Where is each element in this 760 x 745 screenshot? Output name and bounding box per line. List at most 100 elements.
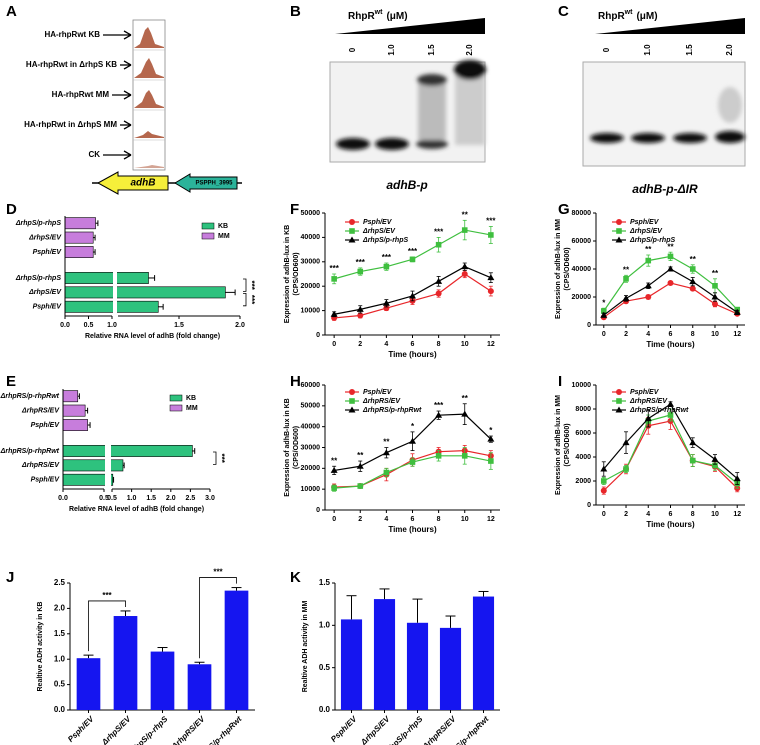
y-tick-label: 40000 [572,266,592,273]
sig-label: ** [690,255,697,264]
sig-label: * [602,298,606,307]
y-tick-label: 50000 [301,210,321,217]
panel-label: E [6,373,16,390]
gel [582,61,746,167]
x-axis-label: Relative RNA level of adhB (fold change) [85,333,220,340]
marker [600,487,607,494]
legend-label: Psph/EV [630,219,660,226]
x-tick-label: 0.5 [99,495,109,502]
axis-break [113,214,117,316]
chip-peaks [134,27,164,168]
lane-label: 1.0 [387,44,396,56]
marker [357,268,364,275]
legend-label: ΔrhpRS/EV [362,398,401,405]
marker [615,406,623,413]
bar [150,651,175,710]
marker [461,410,469,417]
legend-label: ΔrhpS/p-rhpS [629,237,675,244]
legend-label: Psph/EV [363,219,393,226]
bar [224,590,249,710]
marker [600,311,608,318]
panel-label: K [290,569,301,586]
marker [600,478,607,484]
marker [461,271,468,277]
legend-swatch [201,232,215,240]
bar [472,596,495,710]
x-tick-label: ΔrhpRS/EV [169,714,206,745]
marker [689,457,696,464]
protein-label: RhpRwt (μM) [348,9,408,22]
track-arrows [103,30,132,160]
y-tick-label: 6000 [575,430,591,437]
y-tick-label: Psph/EV [33,249,63,256]
y-tick-label: Psph/EV [31,477,61,484]
protein-sup: wt [624,9,633,16]
legend-label: ΔrhpRS/EV [629,398,668,405]
track-dividers [133,49,165,141]
panel-c: C RhpRwt (μM) 0 1.0 1.5 2.0 adhB-p-ΔIR [558,3,746,196]
protein: RhpR [348,11,375,22]
x-tick-label: 10 [711,511,719,518]
marker [435,453,442,459]
panel-label: C [558,3,569,20]
y-axis-label: (CPS/OD600) [564,247,571,290]
protein: RhpR [598,11,625,22]
x-tick-label: ΔrhpS/EV [100,714,133,745]
y-tick-label: 10000 [301,307,321,314]
x-tick-label: 4 [384,516,388,523]
x-tick-label: 10 [711,331,719,338]
marker [409,437,416,444]
sig-label: *** [247,281,256,291]
x-tick-label: 8 [437,341,441,348]
y-tick-label: 0.5 [319,663,331,672]
marker [487,288,494,295]
sig-label: ** [667,242,674,251]
lane-label: 0 [602,47,611,52]
marker [348,236,356,243]
wedge [595,18,745,34]
y-tick-label: 80000 [572,210,592,217]
sig-label: ** [383,438,390,447]
marker [667,412,674,418]
panel-a: A HA-rhpRwt KB HA-rhpRwt in ΔrhpS KB HA-… [6,3,242,195]
marker [349,398,355,404]
track-label: HA-rhpRwt MM [52,90,110,99]
y-tick-label: 2.5 [54,578,66,587]
y-tick-label: 60000 [572,238,592,245]
series-line [603,420,738,492]
y-tick-label: ΔrhpS/EV [28,289,62,296]
y-axis-label: Realtive ADH activity in MM [302,601,309,693]
marker [435,241,442,248]
lane-label: 2.0 [725,44,734,56]
marker [733,308,741,315]
x-tick-label: 1.0 [127,495,137,502]
marker [409,292,416,299]
sig-label: ** [357,451,364,460]
marker [622,439,630,446]
sig-label: ** [462,210,469,219]
sig-bracket [88,600,126,652]
bar [406,622,429,710]
legend-label: Psph/EV [630,389,660,396]
y-tick-label: 30000 [301,259,321,266]
marker [616,398,622,404]
track-label: HA-rhpRwt in ΔrhpS KB [26,60,117,69]
bar [76,658,101,710]
y-tick-label: 0 [316,332,320,339]
x-tick-label: 2 [358,341,362,348]
sig-label: *** [102,591,112,600]
track-label: CK [88,150,100,159]
panel-b: B RhpRwt (μM) 0 1.0 1.5 2.0 adhB-p [290,3,486,192]
marker [667,265,674,272]
marker [330,310,338,317]
sig-label: *** [408,247,418,256]
lane-label: 0 [348,47,357,52]
y-tick-label: 20000 [301,283,321,290]
y-tick-label: ΔrhpRS/p-rhpRwt [0,393,60,400]
x-tick-label: 0 [602,511,606,518]
marker [689,266,696,272]
marker [435,290,442,297]
y-tick-label: 20000 [572,294,592,301]
legend-label: ΔrhpS/EV [629,228,663,235]
